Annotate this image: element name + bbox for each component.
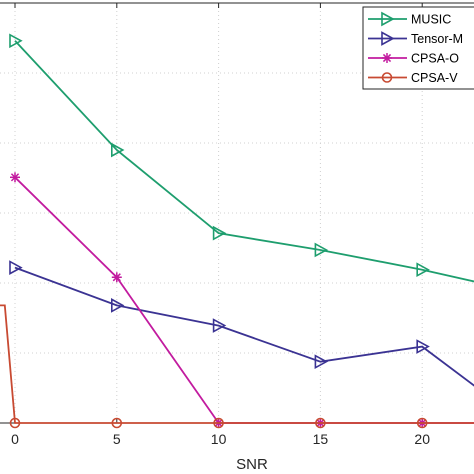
series-cpsa-o (10, 172, 474, 428)
data-point (381, 72, 393, 83)
x-tick-labels: 0 5 10 15 20 (11, 431, 430, 447)
series-tensor-m (9, 260, 474, 387)
data-point (212, 225, 227, 241)
data-point (416, 262, 430, 278)
x-tick-label: 15 (313, 431, 329, 447)
legend-item: MUSIC (368, 11, 451, 27)
data-point (111, 298, 125, 313)
data-point (416, 339, 430, 354)
data-point (213, 417, 224, 429)
data-point (9, 417, 21, 429)
data-point (381, 31, 395, 46)
data-point (315, 417, 326, 429)
series-group (0, 33, 474, 429)
data-point (416, 417, 428, 429)
data-point (9, 260, 23, 275)
data-point (111, 142, 125, 158)
data-point (381, 11, 395, 27)
legend-item: CPSA-O (368, 52, 459, 66)
data-point (9, 33, 23, 49)
data-point (212, 318, 227, 333)
series-line (14, 176, 474, 424)
data-point (382, 53, 392, 63)
legend: MUSIC Tensor-M CPSA-O CPSA-V (362, 6, 474, 90)
legend-label: Tensor-M (411, 32, 463, 46)
x-tick-label: 10 (211, 431, 227, 447)
data-point (111, 417, 123, 429)
series-line (14, 266, 474, 387)
series-line (0, 304, 474, 424)
data-point (111, 272, 122, 283)
x-axis-label: SNR (236, 456, 268, 473)
x-tick-label: 5 (113, 431, 121, 447)
legend-label: CPSA-V (411, 71, 458, 85)
series-cpsa-v (0, 304, 474, 429)
series-music (9, 33, 474, 283)
series-line (14, 40, 474, 283)
x-tick-label: 20 (414, 431, 430, 447)
legend-label: CPSA-O (411, 52, 459, 66)
legend-item: CPSA-V (368, 71, 458, 85)
data-point (314, 354, 329, 370)
data-point (314, 242, 329, 258)
legend-label: MUSIC (411, 13, 451, 27)
x-tick-label: 0 (11, 431, 19, 447)
data-point (10, 172, 20, 183)
legend-item: Tensor-M (368, 31, 463, 46)
